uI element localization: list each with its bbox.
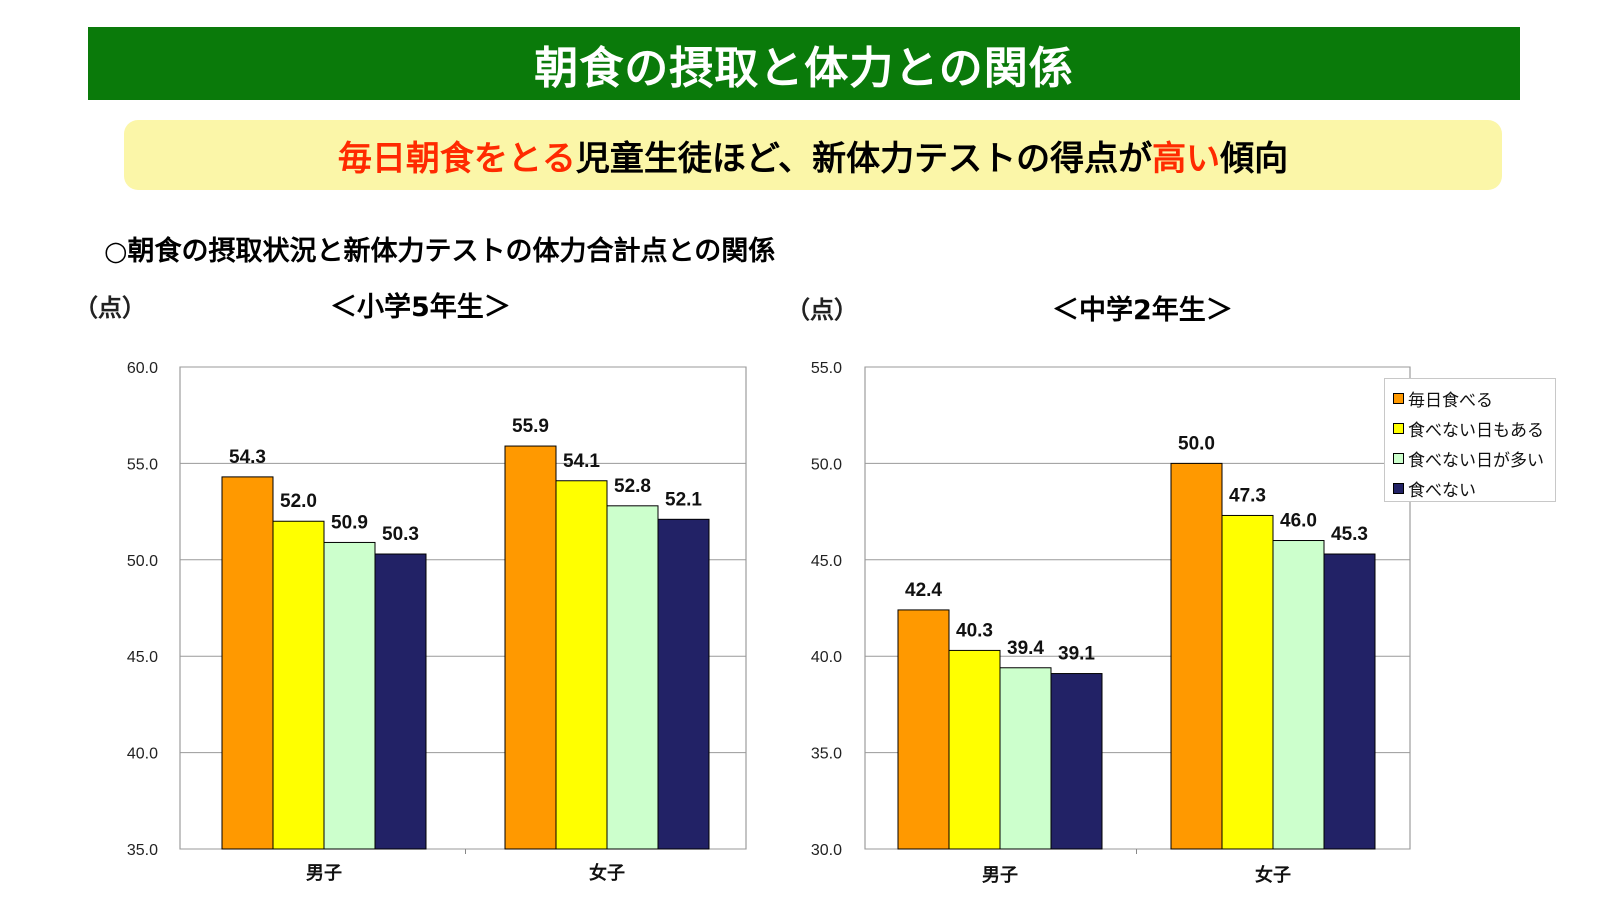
bar bbox=[504, 445, 557, 850]
x-category-label: 女子 bbox=[589, 862, 625, 884]
legend-label: 食べない bbox=[1408, 480, 1476, 501]
bar bbox=[948, 649, 1001, 850]
data-label: 50.9 bbox=[331, 512, 368, 533]
bar bbox=[1272, 540, 1325, 850]
legend-label: 食べない日が多い bbox=[1408, 450, 1544, 471]
y-tick-label: 40.0 bbox=[127, 746, 158, 763]
data-label: 46.0 bbox=[1280, 511, 1317, 532]
y-tick-label: 45.0 bbox=[811, 553, 842, 570]
data-label: 52.8 bbox=[614, 476, 651, 497]
legend-swatch bbox=[1393, 422, 1404, 434]
data-label: 45.3 bbox=[1331, 524, 1368, 545]
legend-label: 毎日食べる bbox=[1408, 390, 1493, 411]
legend-swatch bbox=[1393, 482, 1404, 494]
chart-2-title: ＜中学2年生＞ bbox=[1052, 295, 1233, 326]
data-label: 54.3 bbox=[229, 447, 266, 468]
data-label: 40.3 bbox=[956, 620, 993, 641]
data-label: 55.9 bbox=[512, 416, 549, 437]
legend-items: 毎日食べる食べない日もある 食べない日が多い 食べない bbox=[1393, 383, 1555, 503]
y-tick-label: 30.0 bbox=[811, 842, 842, 859]
data-label: 52.1 bbox=[665, 489, 702, 510]
y-tick-label: 50.0 bbox=[811, 456, 842, 473]
bar bbox=[606, 505, 659, 850]
x-category-label: 女子 bbox=[1255, 864, 1291, 886]
subtitle-text-1: 児童生徒ほど、新体力テストの得点が bbox=[575, 138, 1153, 179]
page-title: 朝食の摂取と体力との関係 bbox=[534, 42, 1074, 94]
subtitle-text-2: 傾向 bbox=[1220, 138, 1289, 179]
bar bbox=[323, 541, 376, 850]
bar bbox=[1221, 514, 1274, 850]
bar bbox=[897, 609, 950, 850]
chart-1-title: ＜小学5年生＞ bbox=[330, 292, 511, 323]
legend-item: 食べない日が多い bbox=[1393, 443, 1555, 473]
legend-swatch bbox=[1393, 392, 1404, 404]
bar bbox=[1323, 553, 1376, 850]
section-heading: ○朝食の摂取状況と新体力テストの体力合計点との関係 bbox=[104, 236, 776, 267]
page-title-banner: 朝食の摂取と体力との関係 bbox=[88, 27, 1520, 100]
bar bbox=[999, 667, 1052, 850]
y-tick-label: 35.0 bbox=[811, 746, 842, 763]
bar bbox=[657, 518, 710, 850]
legend-swatch bbox=[1393, 452, 1404, 464]
data-label: 42.4 bbox=[905, 580, 942, 601]
chart-legend: 毎日食べる食べない日もある 食べない日が多い 食べない bbox=[1384, 378, 1556, 502]
x-category-label: 男子 bbox=[306, 863, 342, 884]
data-label: 54.1 bbox=[563, 451, 600, 472]
data-label: 50.3 bbox=[382, 524, 419, 545]
y-tick-label: 35.0 bbox=[127, 842, 158, 859]
data-label: 50.0 bbox=[1178, 433, 1215, 454]
bar bbox=[1170, 462, 1223, 850]
chart-2-unit-label: （点） bbox=[786, 296, 858, 324]
data-label: 39.4 bbox=[1007, 638, 1044, 659]
y-tick-label: 40.0 bbox=[811, 649, 842, 666]
bar bbox=[221, 476, 274, 850]
subtitle-highlight-2: 高い bbox=[1152, 138, 1221, 179]
legend-item: 食べない bbox=[1393, 473, 1555, 503]
data-label: 52.0 bbox=[280, 491, 317, 512]
bar bbox=[374, 553, 427, 850]
chart-elementary-grade5: 35.0 40.0 45.0 50.0 55.0 60.0 54.3 52.0 50.9 50.3… bbox=[127, 360, 747, 884]
chart-junior-high-grade2: 30.0 35.0 40.0 45.0 50.0 55.0 42.4 40.3 39.4 39.1… bbox=[811, 360, 1411, 886]
legend-item: 食べない日もある bbox=[1393, 413, 1555, 443]
y-tick-label: 50.0 bbox=[127, 553, 158, 570]
bar bbox=[555, 480, 608, 850]
y-tick-label: 55.0 bbox=[811, 360, 842, 377]
subtitle-box: 毎日朝食をとる 児童生徒ほど、新体力テストの得点が 高い 傾向 bbox=[124, 120, 1502, 190]
x-category-label: 男子 bbox=[982, 865, 1018, 886]
legend-item: 毎日食べる bbox=[1393, 383, 1555, 413]
data-label: 39.1 bbox=[1058, 644, 1095, 665]
y-tick-label: 45.0 bbox=[127, 649, 158, 666]
bar bbox=[1050, 673, 1103, 850]
legend-label: 食べない日もある bbox=[1408, 420, 1544, 441]
chart-1-unit-label: （点） bbox=[74, 294, 146, 322]
data-label: 47.3 bbox=[1229, 485, 1266, 506]
y-tick-label: 55.0 bbox=[127, 456, 158, 473]
bar bbox=[272, 520, 325, 850]
subtitle-highlight-1: 毎日朝食をとる bbox=[337, 138, 576, 179]
y-tick-label: 60.0 bbox=[127, 360, 158, 377]
